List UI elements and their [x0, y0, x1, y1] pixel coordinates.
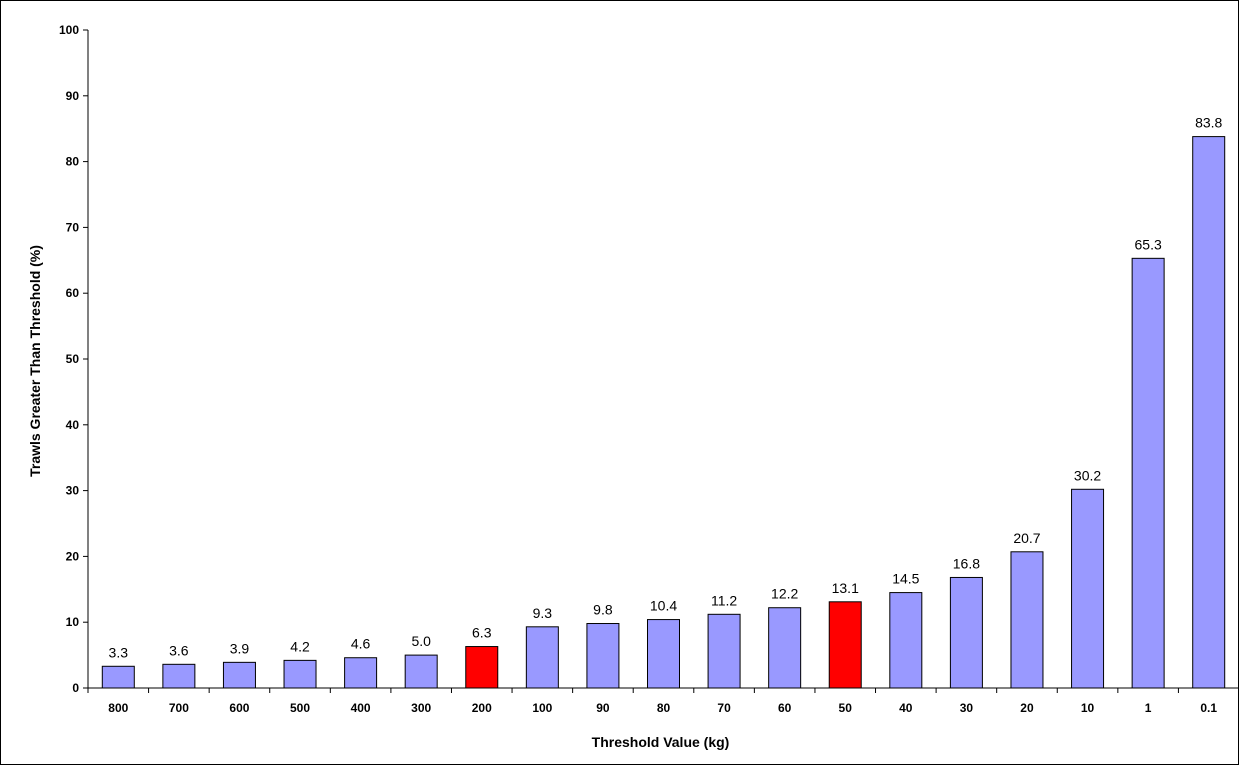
data-label: 12.2 — [771, 586, 798, 602]
y-tick-label: 100 — [59, 23, 79, 37]
bar-1 — [1131, 257, 1165, 689]
x-tick-label: 600 — [229, 701, 249, 715]
bar-30 — [949, 576, 983, 689]
bar-90 — [586, 623, 620, 689]
bar-40 — [889, 592, 923, 689]
data-label: 16.8 — [953, 555, 980, 571]
y-tick-label: 50 — [66, 352, 80, 366]
bars — [101, 136, 1226, 689]
x-tick-label: 800 — [108, 701, 128, 715]
data-label: 14.5 — [892, 571, 919, 587]
x-tick-label: 60 — [778, 701, 792, 715]
x-tick-label: 200 — [472, 701, 492, 715]
y-tick-label: 0 — [72, 681, 79, 695]
data-label: 30.2 — [1074, 467, 1101, 483]
x-tick-label: 30 — [960, 701, 974, 715]
x-tick-label: 700 — [169, 701, 189, 715]
bar-600 — [222, 661, 256, 689]
bar-300 — [404, 654, 438, 689]
x-tick-label: 10 — [1081, 701, 1095, 715]
data-label: 11.2 — [711, 592, 737, 608]
y-tick-label: 80 — [66, 155, 80, 169]
x-axis: 800 700 600 500 400 300 200 100 90 80 70 60 50 40 30 20… — [87, 687, 1239, 715]
y-tick-label: 70 — [66, 220, 80, 234]
bar-500 — [283, 659, 317, 689]
bar-70 — [707, 613, 741, 689]
x-tick-label: 0.1 — [1200, 701, 1217, 715]
x-tick-label: 1 — [1145, 701, 1152, 715]
data-label: 83.8 — [1195, 115, 1222, 131]
x-tick-label: 90 — [596, 701, 610, 715]
bar-800 — [101, 665, 135, 689]
bar-400 — [344, 657, 378, 689]
data-label: 9.3 — [533, 605, 553, 621]
data-label: 4.6 — [351, 636, 371, 652]
data-label: 3.3 — [109, 644, 129, 660]
data-label: 65.3 — [1135, 236, 1162, 252]
bar-0.1 — [1192, 136, 1226, 689]
x-tick-label: 100 — [532, 701, 552, 715]
bar-200 — [465, 646, 499, 689]
data-label: 6.3 — [472, 625, 492, 641]
bar-700 — [162, 663, 196, 689]
y-tick-label: 30 — [66, 484, 80, 498]
bar-20 — [1010, 551, 1044, 689]
data-label: 10.4 — [650, 598, 677, 614]
x-tick-label: 50 — [839, 701, 853, 715]
bar-50 — [828, 601, 862, 689]
x-axis-title: Threshold Value (kg) — [592, 734, 730, 750]
x-tick-label: 40 — [899, 701, 913, 715]
y-tick-label: 90 — [66, 89, 80, 103]
x-tick-label: 300 — [411, 701, 431, 715]
y-axis: 0 10 20 30 40 50 60 70 80 90 100 — [59, 23, 89, 695]
y-tick-label: 40 — [66, 418, 80, 432]
data-label: 5.0 — [411, 633, 431, 649]
x-tick-label: 20 — [1020, 701, 1034, 715]
data-label: 4.2 — [290, 638, 310, 654]
x-tick-label: 70 — [717, 701, 731, 715]
y-tick-label: 10 — [66, 615, 80, 629]
data-label: 3.9 — [230, 640, 250, 656]
x-tick-label: 400 — [351, 701, 371, 715]
bar-80 — [647, 619, 680, 689]
x-tick-label: 80 — [657, 701, 671, 715]
data-label: 13.1 — [832, 580, 859, 596]
data-label: 3.6 — [169, 642, 189, 658]
bar-60 — [768, 607, 802, 689]
x-tick-label: 500 — [290, 701, 310, 715]
y-tick-label: 20 — [66, 549, 80, 563]
data-labels: 3.3 3.6 3.9 4.2 4.6 5.0 6.3 9.3 9.8 10.4 11.2 12.2 1… — [109, 115, 1223, 661]
y-tick-label: 60 — [66, 286, 80, 300]
data-label: 20.7 — [1013, 530, 1040, 546]
bar-10 — [1071, 488, 1105, 689]
data-label: 9.8 — [593, 602, 613, 618]
y-axis-title: Trawls Greater Than Threshold (%) — [27, 245, 43, 477]
bar-100 — [525, 626, 559, 689]
